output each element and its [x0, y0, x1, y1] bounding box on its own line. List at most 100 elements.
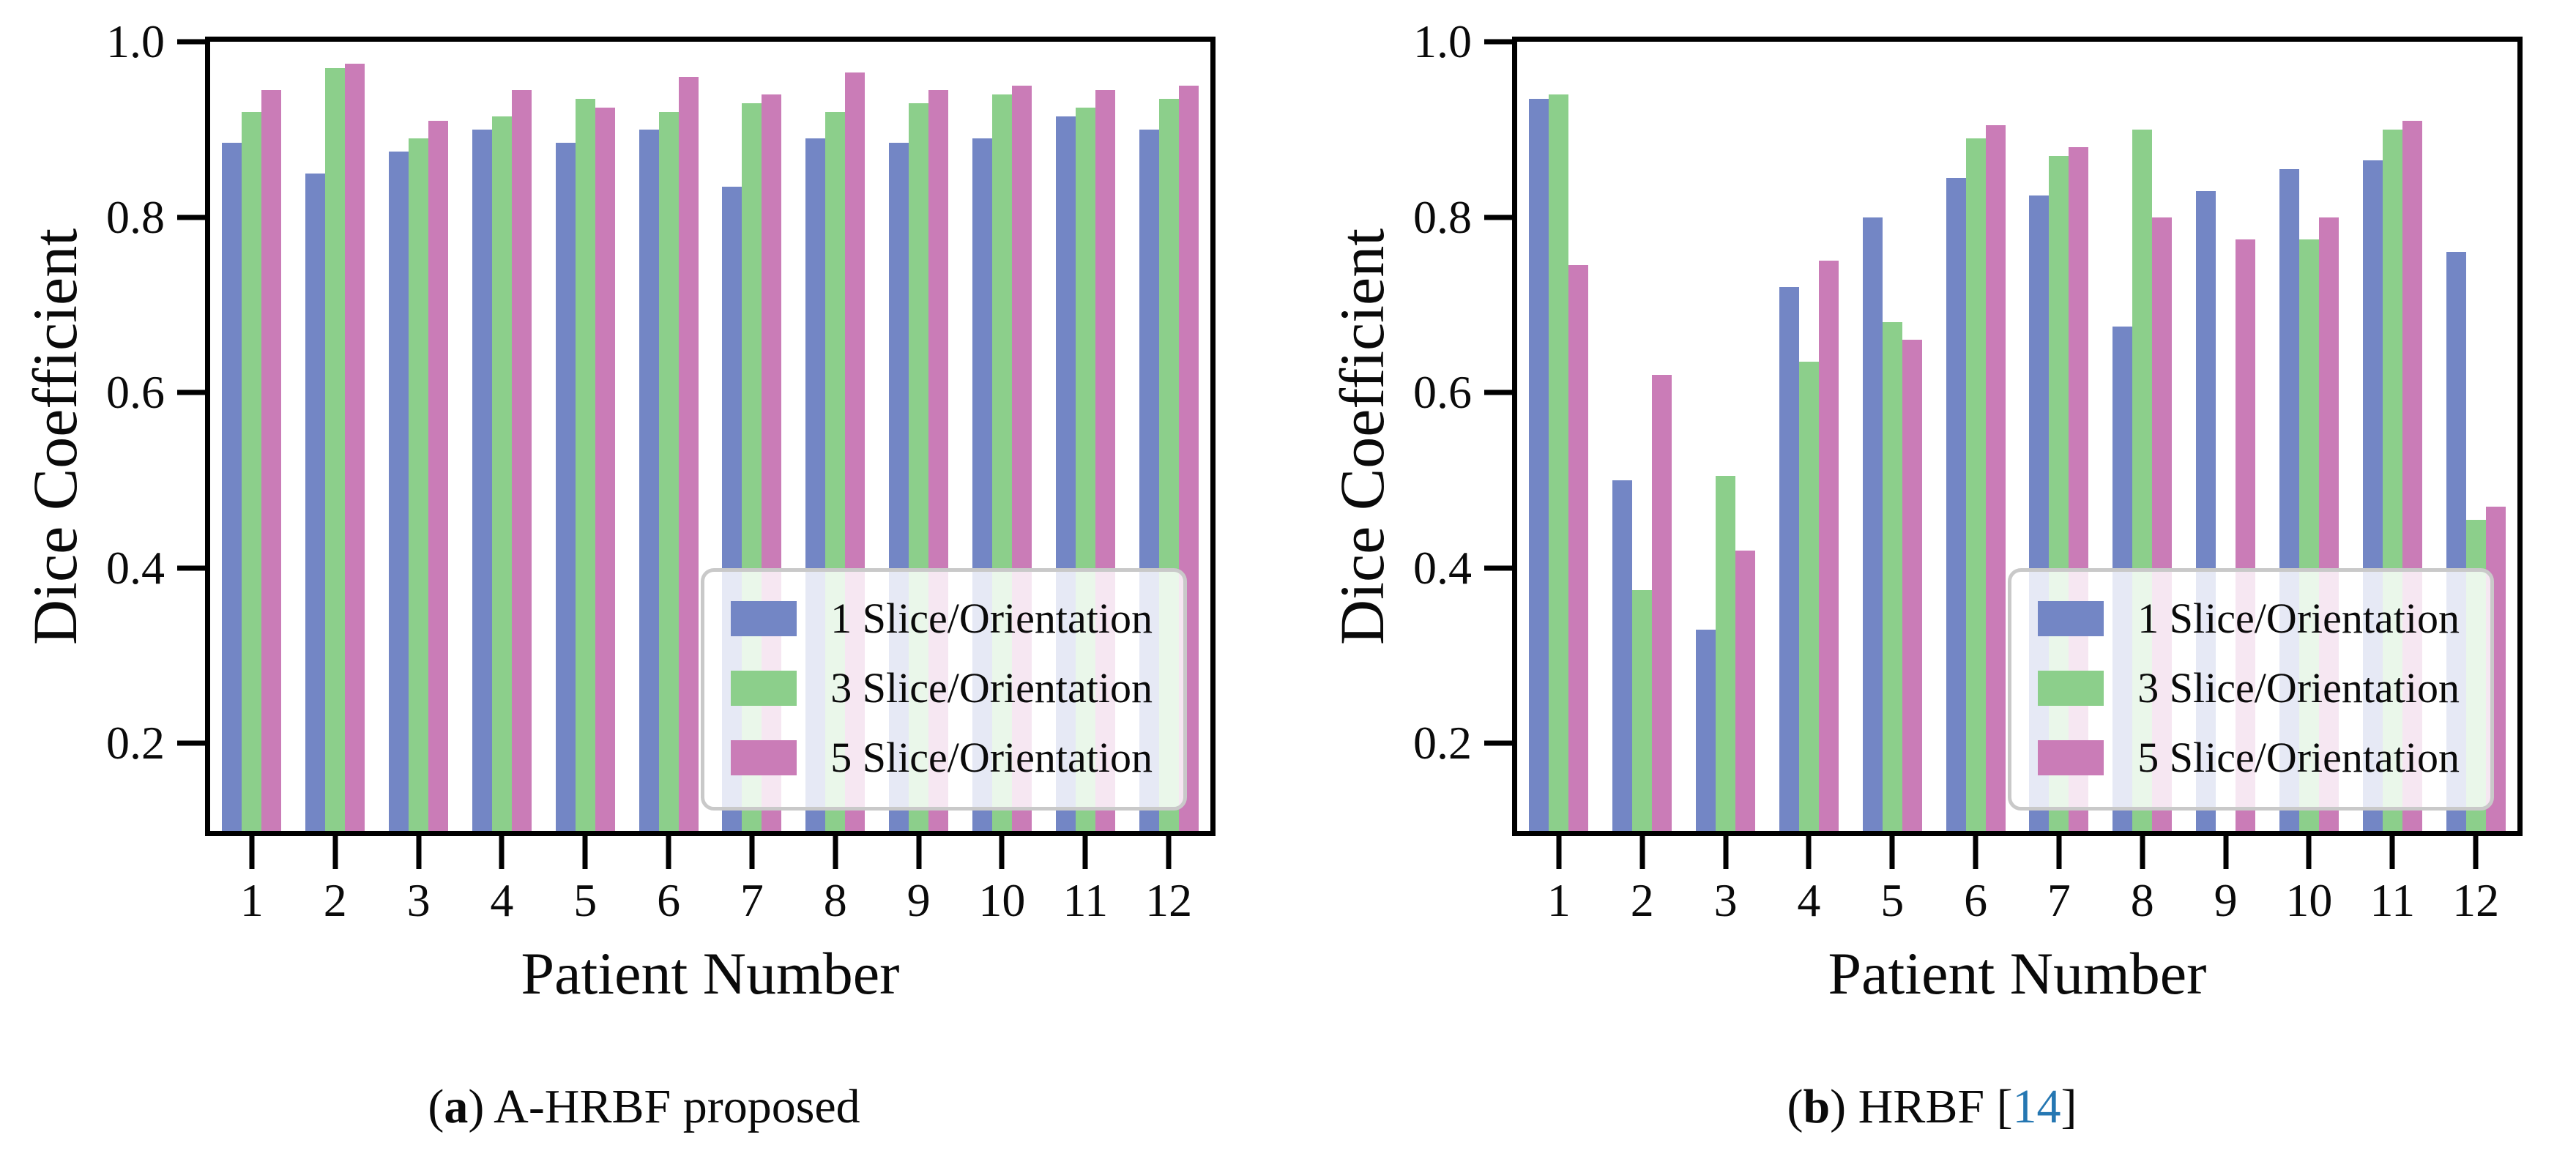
x-tick-label-8: 8: [2130, 874, 2154, 926]
y-tick-mark: [177, 39, 205, 45]
bar-3-slice-orientation-patient-6: [1965, 138, 1986, 831]
legend-swatch-5-slice-orientation: [731, 739, 797, 775]
x-tick-mark: [1082, 836, 1088, 869]
y-tick-mark: [177, 740, 205, 746]
bar-1-slice-orientation-patient-4: [472, 129, 492, 831]
x-tick-mark: [2140, 836, 2145, 869]
legend-swatch-3-slice-orientation: [2038, 670, 2104, 706]
x-tick-label-4: 4: [490, 874, 514, 926]
bar-1-slice-orientation-patient-1: [222, 142, 242, 831]
bar-1-slice-orientation-patient-2: [305, 173, 326, 831]
bar-1-slice-orientation-patient-2: [1612, 480, 1633, 831]
x-tick-label-6: 6: [1964, 874, 1988, 926]
y-tick-mark: [1484, 565, 1512, 571]
x-tick-mark: [1723, 836, 1729, 869]
bar-5-slice-orientation-patient-6: [1985, 124, 2006, 831]
x-tick-mark: [416, 836, 422, 869]
bar-1-slice-orientation-patient-3: [389, 151, 409, 831]
x-tick-mark: [916, 836, 922, 869]
caption-a-close-paren: ): [468, 1080, 494, 1133]
bar-1-slice-orientation-patient-5: [555, 142, 576, 831]
y-tick-mark: [1484, 390, 1512, 395]
bar-group-patient-4: [1767, 42, 1850, 831]
x-tick-mark: [2473, 836, 2479, 869]
legend-entry-1-slice-orientation: 1 Slice/Orientation: [731, 594, 1153, 643]
bar-3-slice-orientation-patient-2: [325, 67, 346, 831]
x-tick-mark: [666, 836, 671, 869]
legend-entry-5-slice-orientation: 5 Slice/Orientation: [2038, 733, 2460, 782]
x-tick-label-1: 1: [239, 874, 264, 926]
legend-label-1-slice-orientation: 1 Slice/Orientation: [830, 595, 1153, 642]
x-tick-label-6: 6: [657, 874, 681, 926]
bar-1-slice-orientation-patient-6: [1946, 177, 1966, 831]
bar-3-slice-orientation-patient-5: [1882, 322, 1902, 831]
y-tick-label: 0.4: [1413, 541, 1472, 594]
bar-group-patient-3: [377, 42, 461, 831]
y-tick-label: 0.8: [106, 190, 165, 243]
bar-5-slice-orientation-patient-2: [1652, 375, 1672, 831]
caption-b-open-paren: (: [1787, 1080, 1803, 1133]
x-axis-label-b: Patient Number: [1828, 940, 2207, 1007]
y-tick-label: 0.2: [1413, 717, 1472, 770]
x-axis-label-a: Patient Number: [521, 940, 900, 1007]
caption-a-open-paren: (: [428, 1080, 444, 1133]
x-tick-mark: [1166, 836, 1172, 869]
y-tick-mark: [177, 215, 205, 220]
caption-a-text: A-HRBF proposed: [494, 1080, 860, 1133]
x-tick-label-10: 10: [978, 874, 1026, 926]
y-axis-label-b: Dice Coefficient: [1327, 228, 1397, 645]
y-tick-mark: [1484, 215, 1512, 220]
bar-1-slice-orientation-patient-5: [1862, 217, 1883, 831]
x-tick-label-5: 5: [573, 874, 598, 926]
legend-entry-1-slice-orientation: 1 Slice/Orientation: [2038, 594, 2460, 643]
y-tick-label: 1.0: [106, 15, 165, 67]
x-tick-label-12: 12: [2452, 874, 2500, 926]
x-tick-mark: [1806, 836, 1812, 869]
x-tick-label-7: 7: [2047, 874, 2071, 926]
bar-5-slice-orientation-patient-1: [1568, 265, 1589, 831]
x-tick-mark: [2389, 836, 2395, 869]
x-tick-mark: [332, 836, 338, 869]
bar-5-slice-orientation-patient-2: [345, 63, 365, 831]
bar-groups: [210, 42, 1210, 831]
y-tick-label: 0.6: [106, 366, 165, 419]
x-tick-label-5: 5: [1880, 874, 1905, 926]
y-tick-label: 0.2: [106, 717, 165, 770]
x-tick-label-2: 2: [1630, 874, 1654, 926]
x-tick-mark: [582, 836, 588, 869]
x-tick-mark: [999, 836, 1005, 869]
bar-1-slice-orientation-patient-4: [1779, 287, 1799, 831]
bar-group-patient-6: [1934, 42, 2017, 831]
x-tick-mark: [2306, 836, 2312, 869]
legend-label-3-slice-orientation: 3 Slice/Orientation: [2137, 664, 2460, 712]
caption-a: (a) A-HRBF proposed: [0, 1079, 1288, 1135]
bar-3-slice-orientation-patient-1: [1549, 94, 1569, 831]
bar-group-patient-1: [210, 42, 294, 831]
bar-5-slice-orientation-patient-5: [595, 107, 615, 831]
plot-area-b: Dice Coefficient Patient Number 1.0 0.8 0.…: [1327, 15, 2523, 1007]
x-tick-label-7: 7: [740, 874, 764, 926]
legend-entry-5-slice-orientation: 5 Slice/Orientation: [731, 733, 1153, 782]
y-tick-label: 0.8: [1413, 190, 1472, 243]
bar-5-slice-orientation-patient-1: [261, 89, 282, 831]
x-tick-mark: [2056, 836, 2062, 869]
citation-link[interactable]: 14: [2012, 1080, 2061, 1133]
bar-group-patient-4: [460, 42, 543, 831]
y-axis-label-a: Dice Coefficient: [20, 228, 90, 645]
legend-swatch-1-slice-orientation: [2038, 600, 2104, 636]
x-tick-mark: [1973, 836, 1978, 869]
caption-b-letter: b: [1803, 1080, 1831, 1133]
bar-1-slice-orientation-patient-3: [1696, 629, 1716, 831]
x-tick-mark: [2223, 836, 2229, 869]
legend-swatch-5-slice-orientation: [2038, 739, 2104, 775]
bar-group-patient-1: [1517, 42, 1601, 831]
bar-3-slice-orientation-patient-2: [1632, 589, 1653, 831]
legend-entry-3-slice-orientation: 3 Slice/Orientation: [731, 663, 1153, 712]
bar-5-slice-orientation-patient-6: [678, 76, 699, 831]
plot-area-a: Dice Coefficient Patient Number 1.0 0.8 0.…: [20, 15, 1216, 1007]
bar-1-slice-orientation-patient-1: [1529, 98, 1549, 831]
x-tick-mark: [1639, 836, 1645, 869]
bar-5-slice-orientation-patient-4: [1818, 261, 1839, 831]
caption-b: (b) HRBF [14]: [1288, 1079, 2576, 1135]
